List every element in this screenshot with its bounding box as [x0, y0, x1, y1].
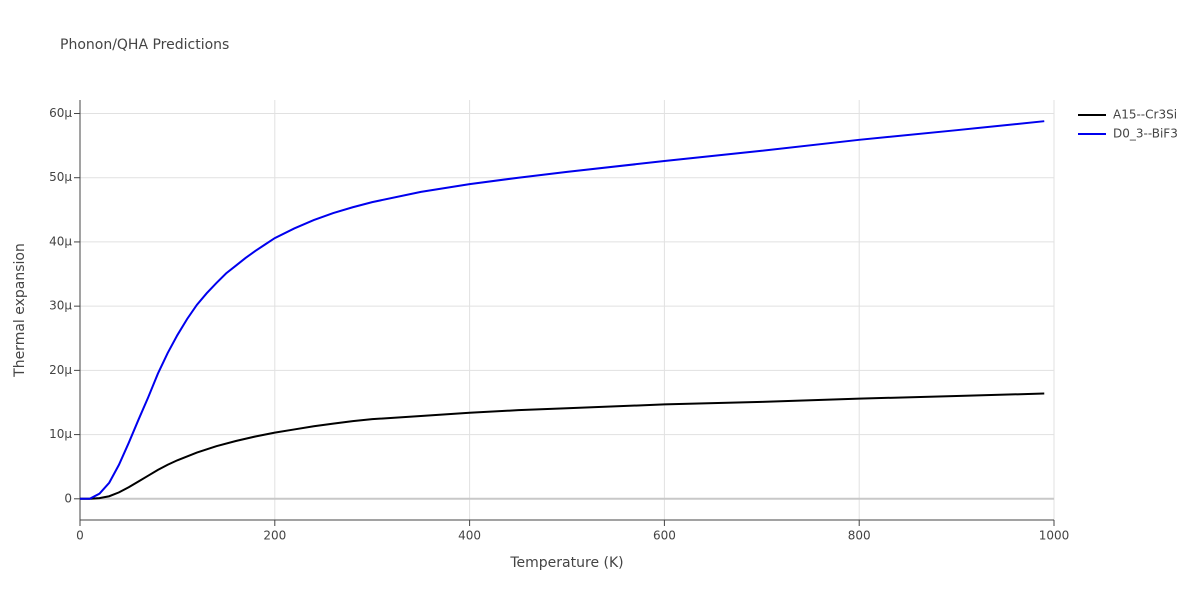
- x-tick-label: 600: [653, 529, 676, 543]
- chart-title: Phonon/QHA Predictions: [60, 37, 229, 53]
- series-line: [80, 392, 1045, 500]
- y-tick-label: 60µ: [49, 106, 72, 120]
- y-axis-title: Thermal expansion: [12, 243, 28, 378]
- legend-label: A15--Cr3Si: [1113, 108, 1177, 122]
- x-axis-title: Temperature (K): [509, 555, 623, 571]
- y-tick-label: 50µ: [49, 170, 72, 184]
- series-line: [80, 120, 1045, 500]
- legend-label: D0_3--BiF3: [1113, 127, 1178, 141]
- y-tick-label: 40µ: [49, 234, 72, 248]
- y-tick-label: 0: [64, 491, 72, 505]
- x-tick-label: 0: [76, 529, 84, 543]
- x-tick-label: 1000: [1039, 529, 1070, 543]
- y-tick-label: 30µ: [49, 299, 72, 313]
- x-tick-label: 800: [848, 529, 871, 543]
- y-tick-label: 20µ: [49, 363, 72, 377]
- x-tick-label: 400: [458, 529, 481, 543]
- y-tick-label: 10µ: [49, 427, 72, 441]
- x-tick-label: 200: [263, 529, 286, 543]
